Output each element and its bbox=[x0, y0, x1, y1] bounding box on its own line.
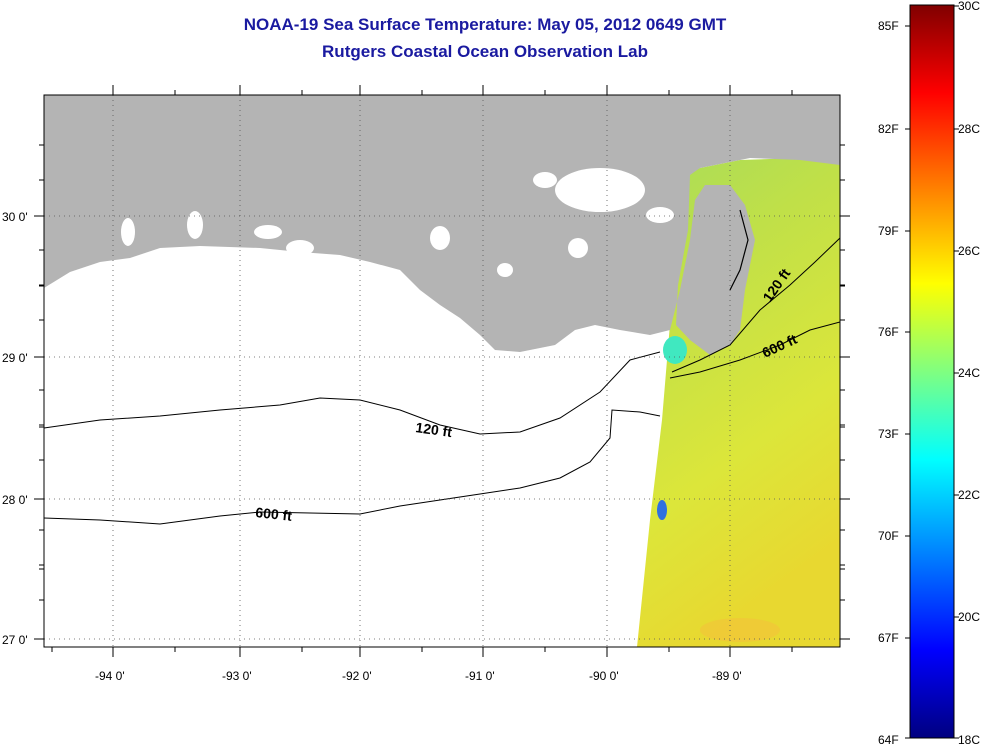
colorbar-fahrenheit-labels: 85F 82F 79F 76F 73F 70F 67F 64F bbox=[878, 19, 899, 747]
colorbar-c-label: 18C bbox=[958, 733, 980, 747]
colorbar-c-label: 24C bbox=[958, 366, 980, 380]
axis-ticks bbox=[34, 85, 850, 657]
sst-cold-patch bbox=[657, 500, 667, 520]
lat-label: 28 0' bbox=[2, 493, 28, 507]
map-title: NOAA-19 Sea Surface Temperature: May 05,… bbox=[243, 15, 727, 34]
contour-120ft-west bbox=[44, 351, 661, 435]
lake-barataria bbox=[497, 263, 513, 277]
lake-sabine bbox=[121, 218, 135, 246]
latitude-labels: 30 0' 29 0' 28 0' 27 0' bbox=[2, 210, 28, 647]
colorbar-f-label: 64F bbox=[878, 733, 899, 747]
contour-600ft-west bbox=[44, 409, 661, 525]
colorbar-f-label: 79F bbox=[878, 224, 899, 238]
lake-borgne bbox=[646, 207, 674, 223]
contour-600ft-east bbox=[669, 321, 840, 379]
lake-calcasieu bbox=[187, 211, 203, 239]
lake-terrebonne bbox=[430, 226, 450, 250]
colorbar-f-label: 82F bbox=[878, 122, 899, 136]
graticule bbox=[44, 95, 840, 647]
colorbar-f-label: 76F bbox=[878, 325, 899, 339]
colorbar-ticks bbox=[905, 5, 959, 739]
lon-label: -94 0' bbox=[95, 669, 125, 683]
lake-maurepas bbox=[533, 172, 557, 188]
lon-label: -93 0' bbox=[222, 669, 252, 683]
lat-label: 30 0' bbox=[2, 210, 28, 224]
lat-label: 29 0' bbox=[2, 351, 28, 365]
lon-label: -89 0' bbox=[712, 669, 742, 683]
colorbar-c-label: 22C bbox=[958, 488, 980, 502]
colorbar-c-label: 28C bbox=[958, 122, 980, 136]
colorbar bbox=[909, 4, 955, 739]
contour-120ft-east bbox=[671, 237, 840, 373]
contour-inner bbox=[729, 209, 749, 291]
colorbar-c-label: 26C bbox=[958, 244, 980, 258]
lake-pontchartrain bbox=[555, 168, 645, 212]
lon-label: -92 0' bbox=[342, 669, 372, 683]
colorbar-f-label: 85F bbox=[878, 19, 899, 33]
longitude-labels: -94 0' -93 0' -92 0' -91 0' -90 0' -89 0… bbox=[95, 669, 742, 683]
lat-label: 27 0' bbox=[2, 633, 28, 647]
lake-white bbox=[286, 240, 314, 256]
sst-cool-patch bbox=[663, 336, 687, 364]
map-frame bbox=[43, 94, 841, 648]
colorbar-f-label: 70F bbox=[878, 529, 899, 543]
lon-label: -91 0' bbox=[465, 669, 495, 683]
colorbar-f-label: 73F bbox=[878, 427, 899, 441]
lake-salvador bbox=[568, 238, 588, 258]
contour-label-600ft: 600 ft bbox=[255, 504, 293, 524]
colorbar-c-label: 30C bbox=[958, 0, 980, 13]
colorbar-celsius-labels: 30C 28C 26C 24C 22C 20C 18C bbox=[958, 0, 980, 747]
sst-warm-patch bbox=[700, 618, 780, 642]
colorbar-c-label: 20C bbox=[958, 610, 980, 624]
map-subtitle: Rutgers Coastal Ocean Observation Lab bbox=[322, 42, 648, 61]
land-mass bbox=[44, 95, 840, 355]
colorbar-f-label: 67F bbox=[878, 631, 899, 645]
contour-label-120ft: 120 ft bbox=[415, 419, 454, 440]
lon-label: -90 0' bbox=[589, 669, 619, 683]
lake-grand bbox=[254, 225, 282, 239]
